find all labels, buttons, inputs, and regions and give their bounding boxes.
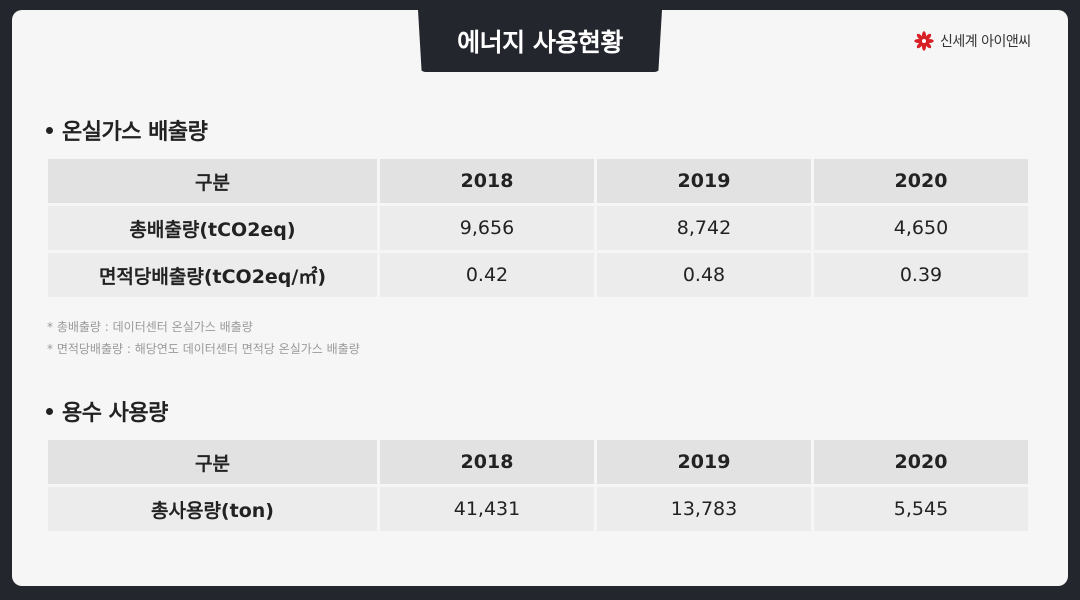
star-flower-logo-icon — [914, 31, 934, 51]
ghg-table: 구분 2018 2019 2020 총배출량(tCO2eq) 9,656 8,7… — [45, 159, 1031, 297]
column-header: 2020 — [814, 440, 1028, 484]
table-cell: 41,431 — [380, 484, 594, 531]
row-label: 총사용량(ton) — [48, 484, 377, 531]
table-cell: 5,545 — [814, 484, 1028, 531]
footnote: * 면적당배출량 : 해당연도 데이터센터 면적당 온실가스 배출량 — [47, 342, 360, 356]
water-section-title: 용수 사용량 — [46, 395, 168, 427]
column-header: 2019 — [597, 159, 811, 203]
column-header: 2019 — [597, 440, 811, 484]
water-section-title-text: 용수 사용량 — [62, 401, 168, 426]
column-header: 구분 — [48, 159, 377, 203]
footnote: * 총배출량 : 데이터센터 온실가스 배출량 — [47, 320, 253, 334]
table-header-row: 구분 2018 2019 2020 — [48, 159, 1028, 203]
row-label: 총배출량(tCO2eq) — [48, 203, 377, 250]
bullet-icon — [46, 126, 53, 134]
table-cell: 13,783 — [597, 484, 811, 531]
bullet-icon — [46, 407, 53, 415]
table-cell: 8,742 — [597, 203, 811, 250]
table-cell: 4,650 — [814, 203, 1028, 250]
brand-name: 신세계 아이앤씨 — [940, 34, 1031, 50]
table-row: 총사용량(ton) 41,431 13,783 5,545 — [48, 484, 1028, 531]
table-cell: 0.39 — [814, 250, 1028, 297]
table-header-row: 구분 2018 2019 2020 — [48, 440, 1028, 484]
table-row: 총배출량(tCO2eq) 9,656 8,742 4,650 — [48, 203, 1028, 250]
brand-logo-group: 신세계 아이앤씨 — [914, 31, 1031, 51]
ghg-section-title: 온실가스 배출량 — [46, 114, 208, 146]
ghg-footnotes: * 총배출량 : 데이터센터 온실가스 배출량 * 면적당배출량 : 해당연도 … — [47, 316, 360, 360]
table-cell: 9,656 — [380, 203, 594, 250]
table-cell: 0.48 — [597, 250, 811, 297]
column-header: 2020 — [814, 159, 1028, 203]
water-table: 구분 2018 2019 2020 총사용량(ton) 41,431 13,78… — [45, 440, 1031, 531]
ghg-section-title-text: 온실가스 배출량 — [62, 120, 208, 145]
table-cell: 0.42 — [380, 250, 594, 297]
column-header: 구분 — [48, 440, 377, 484]
column-header: 2018 — [380, 440, 594, 484]
page-title-tab: 에너지 사용현황 — [418, 10, 662, 72]
row-label: 면적당배출량(tCO2eq/㎡) — [48, 250, 377, 297]
page-title: 에너지 사용현황 — [457, 28, 623, 57]
table-row: 면적당배출량(tCO2eq/㎡) 0.42 0.48 0.39 — [48, 250, 1028, 297]
column-header: 2018 — [380, 159, 594, 203]
